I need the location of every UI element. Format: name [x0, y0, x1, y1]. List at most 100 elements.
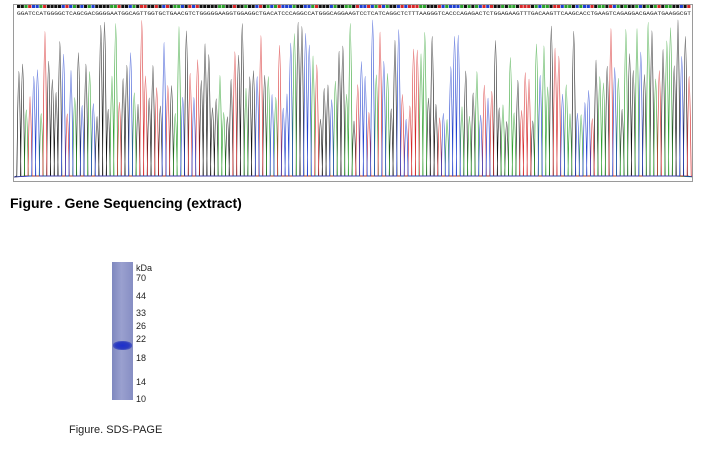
- quality-tick: [151, 5, 155, 8]
- quality-tick: [110, 5, 114, 8]
- quality-tick: [314, 5, 319, 8]
- quality-tick: [475, 5, 479, 8]
- quality-tick: [139, 5, 144, 8]
- quality-tick: [84, 5, 88, 8]
- quality-tick: [76, 5, 80, 8]
- quality-tick: [43, 5, 47, 8]
- quality-tick: [668, 5, 672, 8]
- quality-tick: [147, 5, 151, 8]
- quality-tick: [653, 5, 657, 8]
- quality-tick: [192, 5, 196, 8]
- base-call-strip: GGATCCATGGGGCTCAGCGACGGGGAATGGCAGTTGGTGC…: [17, 11, 691, 17]
- quality-tick: [169, 5, 173, 8]
- quality-tick: [262, 5, 266, 8]
- sequencing-caption: Figure . Gene Sequencing (extract): [10, 195, 242, 211]
- quality-tick: [54, 5, 58, 8]
- trace-G: [14, 19, 692, 178]
- quality-tick: [631, 5, 635, 8]
- quality-tick: [404, 5, 408, 8]
- quality-tick: [117, 5, 121, 8]
- quality-tick: [303, 5, 307, 8]
- quality-tick: [277, 5, 281, 8]
- quality-tick: [50, 5, 54, 8]
- quality-tick: [225, 5, 229, 8]
- quality-tick: [199, 5, 203, 8]
- quality-tick: [35, 5, 39, 8]
- quality-tick: [124, 5, 129, 8]
- quality-tick: [672, 5, 676, 8]
- quality-tick: [385, 5, 389, 8]
- quality-tick: [683, 5, 687, 8]
- quality-tick: [326, 5, 330, 8]
- quality-tick: [493, 5, 497, 8]
- quality-tick: [590, 5, 594, 8]
- quality-tick: [28, 5, 32, 8]
- quality-tick: [456, 5, 460, 8]
- quality-tick: [102, 5, 106, 8]
- quality-tick: [452, 5, 456, 8]
- quality-tick: [482, 5, 486, 8]
- protein-band: [113, 341, 132, 350]
- quality-tick: [80, 5, 84, 8]
- quality-tick: [158, 5, 162, 8]
- quality-tick: [463, 5, 467, 8]
- quality-tick: [664, 5, 669, 8]
- quality-tick: [508, 5, 512, 8]
- quality-tick: [389, 5, 393, 8]
- quality-tick: [616, 5, 620, 8]
- quality-tick: [638, 5, 642, 8]
- quality-tick: [679, 5, 683, 8]
- quality-tick: [545, 5, 549, 8]
- quality-tick: [195, 5, 199, 8]
- quality-tick: [281, 5, 285, 8]
- quality-tick: [17, 5, 21, 8]
- quality-tick: [240, 5, 244, 8]
- quality-tick: [620, 5, 624, 8]
- quality-tick: [642, 5, 646, 8]
- quality-tick: [57, 5, 62, 8]
- quality-tick: [623, 5, 628, 8]
- quality-tick: [564, 5, 568, 8]
- quality-tick: [415, 5, 419, 8]
- quality-tick: [285, 5, 289, 8]
- quality-tick: [437, 5, 441, 8]
- quality-tick: [188, 5, 192, 8]
- quality-tick: [348, 5, 352, 8]
- quality-tick: [132, 5, 136, 8]
- quality-tick: [430, 5, 434, 8]
- quality-tick: [381, 5, 386, 8]
- quality-tick: [575, 5, 579, 8]
- quality-tick: [422, 5, 427, 8]
- quality-tick: [549, 5, 553, 8]
- quality-tick: [396, 5, 400, 8]
- quality-tick: [352, 5, 356, 8]
- quality-tick: [504, 5, 508, 8]
- quality-tick: [46, 5, 50, 8]
- quality-tick: [218, 5, 222, 8]
- quality-tick: [91, 5, 95, 8]
- quality-tick: [556, 5, 561, 8]
- trace-A: [14, 22, 692, 178]
- quality-tick: [251, 5, 255, 8]
- quality-tick: [113, 5, 117, 8]
- marker-26: 26: [136, 321, 147, 331]
- quality-tick: [165, 5, 170, 8]
- quality-tick: [467, 5, 471, 8]
- quality-tick: [184, 5, 188, 8]
- quality-tick: [527, 5, 531, 8]
- quality-tick: [69, 5, 73, 8]
- trace-T: [14, 20, 692, 178]
- quality-tick: [203, 5, 207, 8]
- quality-tick: [154, 5, 158, 8]
- quality-tick: [594, 5, 598, 8]
- quality-tick: [296, 5, 300, 8]
- quality-tick: [247, 5, 251, 8]
- quality-tick: [20, 5, 24, 8]
- quality-tick: [534, 5, 538, 8]
- quality-tick: [687, 5, 691, 8]
- trace-C: [14, 19, 692, 178]
- quality-tick: [95, 5, 99, 8]
- quality-tick: [333, 5, 337, 8]
- sds-page-caption: Figure. SDS-PAGE: [69, 424, 163, 436]
- quality-tick: [579, 5, 583, 8]
